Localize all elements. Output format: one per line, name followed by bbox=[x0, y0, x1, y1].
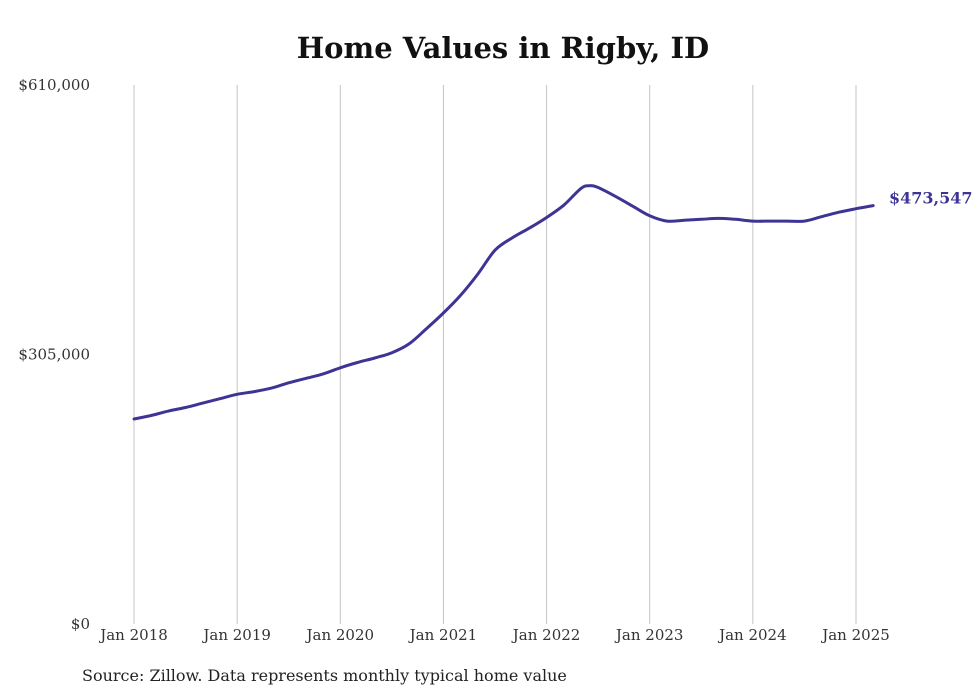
x-tick-label: Jan 2018 bbox=[98, 626, 168, 644]
series: $473,547 bbox=[132, 184, 973, 421]
y-tick-label: $0 bbox=[71, 615, 90, 633]
x-tick-label: Jan 2025 bbox=[820, 626, 890, 644]
x-tick-label: Jan 2021 bbox=[408, 626, 478, 644]
y-tick-label: $610,000 bbox=[18, 76, 90, 94]
chart-title: Home Values in Rigby, ID bbox=[297, 31, 709, 65]
x-axis: Jan 2018 Jan 2019 Jan 2020 Jan 2021 Jan 2022… bbox=[98, 626, 890, 644]
x-tick-label: Jan 2023 bbox=[614, 626, 684, 644]
home-value-line bbox=[132, 184, 875, 421]
grid-lines bbox=[133, 85, 857, 624]
x-tick-label: Jan 2024 bbox=[717, 626, 787, 644]
source-note: Source: Zillow. Data represents monthly … bbox=[82, 666, 567, 685]
end-value-label: $473,547 bbox=[889, 189, 973, 208]
x-tick-label: Jan 2019 bbox=[201, 626, 271, 644]
y-axis: $0 $305,000 $610,000 bbox=[18, 76, 90, 633]
x-tick-label: Jan 2022 bbox=[511, 626, 581, 644]
y-tick-label: $305,000 bbox=[18, 346, 90, 364]
x-tick-label: Jan 2020 bbox=[305, 626, 375, 644]
